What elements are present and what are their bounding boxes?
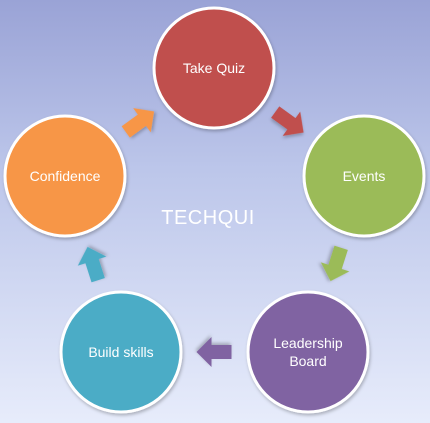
- node-label-events-line-0: Events: [343, 168, 386, 184]
- node-leadership-board: Leadership Board: [246, 290, 370, 414]
- arrow-leadership-board-to-build-skills: [196, 337, 232, 367]
- node-build-skills: Build skills: [59, 290, 183, 414]
- arrow-events-to-leadership-board: [320, 245, 350, 282]
- arrow-confidence-to-take-quiz: [121, 108, 155, 138]
- node-circle-build-skills: [59, 290, 183, 414]
- node-label-leadership-board-line-1: Board: [289, 353, 326, 369]
- center-label: TECHQUI: [161, 207, 255, 229]
- node-label-confidence-line-0: Confidence: [30, 168, 101, 184]
- node-label-take-quiz-line-0: Take Quiz: [183, 60, 245, 76]
- arrow-take-quiz-to-events: [271, 106, 304, 136]
- node-circle-events: [302, 114, 426, 238]
- node-confidence: Confidence: [3, 114, 127, 238]
- nodes-layer: Take Quiz Events Leadership Board Build skil…: [3, 6, 426, 414]
- node-circle-leadership-board: [246, 290, 370, 414]
- node-circle-confidence: [3, 114, 127, 238]
- arrow-build-skills-to-confidence: [77, 246, 107, 283]
- arrows-layer: [77, 106, 350, 367]
- node-circle-take-quiz: [152, 6, 276, 130]
- node-events: Events: [302, 114, 426, 238]
- node-label-leadership-board-line-0: Leadership: [273, 335, 342, 351]
- node-take-quiz: Take Quiz: [152, 6, 276, 130]
- node-label-build-skills-line-0: Build skills: [88, 344, 153, 360]
